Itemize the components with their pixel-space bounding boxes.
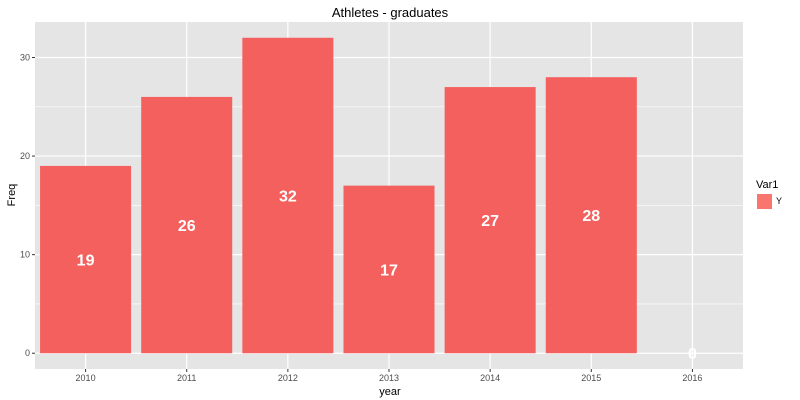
bar-2013 — [343, 185, 435, 354]
y-tick-label: 10 — [20, 250, 30, 260]
y-tick-label: 30 — [20, 52, 30, 62]
data-label-2012: 32 — [279, 189, 297, 206]
legend: Var1 Y — [756, 179, 782, 209]
x-axis-title: year — [379, 386, 401, 398]
x-tick-label: 2010 — [76, 373, 96, 383]
x-axis: 2010 2011 2012 2013 2014 2015 2016 — [76, 369, 702, 383]
data-label-2015: 28 — [582, 208, 600, 225]
data-label-2014: 27 — [481, 213, 499, 230]
bar-2015 — [545, 77, 637, 354]
x-tick-label: 2014 — [480, 373, 500, 383]
bar-2010 — [40, 165, 132, 354]
y-tick-label: 0 — [25, 348, 30, 358]
x-tick-label: 2015 — [581, 373, 601, 383]
data-label-2010: 19 — [77, 253, 95, 270]
legend-label: Y — [776, 196, 782, 206]
data-label-2011: 26 — [178, 218, 196, 235]
chart-title: Athletes - graduates — [332, 5, 449, 20]
y-axis: 0 10 20 30 — [20, 52, 35, 358]
data-labels-layer: 19 26 32 17 27 28 0 — [77, 189, 697, 364]
bar-2012 — [242, 37, 334, 354]
y-tick-label: 20 — [20, 151, 30, 161]
legend-title: Var1 — [756, 179, 778, 191]
data-label-2013: 17 — [380, 262, 398, 279]
x-tick-label: 2012 — [278, 373, 298, 383]
legend-key-swatch — [757, 194, 772, 209]
data-label-2016: 0 — [688, 346, 697, 363]
x-tick-label: 2016 — [682, 373, 702, 383]
bar-2011 — [141, 96, 233, 354]
x-tick-label: 2011 — [177, 373, 196, 383]
y-axis-title: Freq — [6, 184, 18, 207]
x-tick-label: 2013 — [379, 373, 399, 383]
bars-layer — [40, 37, 637, 354]
bar-2014 — [444, 87, 536, 354]
